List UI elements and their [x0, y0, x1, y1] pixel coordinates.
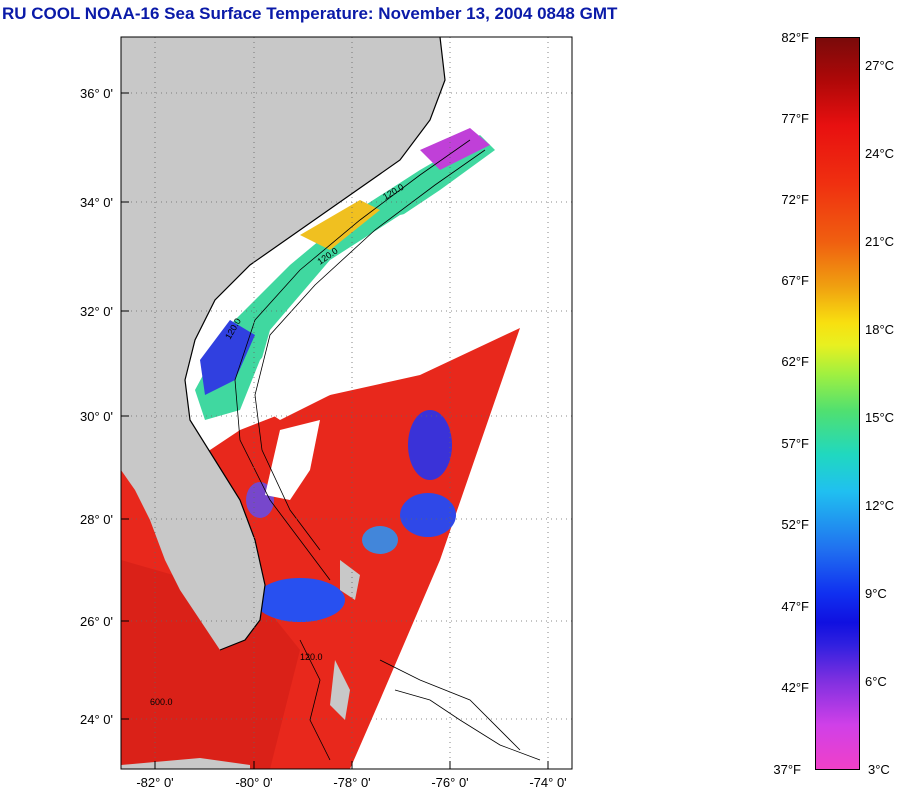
colorbar-f-label: 72°F	[781, 192, 809, 207]
colorbar-f-label: 57°F	[781, 436, 809, 451]
cool-water-patch	[408, 410, 452, 480]
lat-label: 32° 0'	[80, 304, 113, 319]
colorbar-c-label: 18°C	[865, 322, 895, 337]
map-title: RU COOL NOAA-16 Sea Surface Temperature:…	[2, 4, 618, 23]
lat-label: 36° 0'	[80, 86, 113, 101]
colorbar-f-label: 52°F	[781, 517, 809, 532]
lon-label: -76° 0'	[431, 775, 468, 790]
colorbar-f-label: 77°F	[781, 111, 809, 126]
colorbar-f-label: 37°F	[773, 762, 801, 777]
lat-label: 26° 0'	[80, 614, 113, 629]
contour-label: 600.0	[150, 697, 173, 707]
colorbar-c-label: 9°C	[865, 586, 887, 601]
contour-label: 120.0	[300, 652, 323, 662]
land-mass	[121, 37, 445, 650]
lat-label: 30° 0'	[80, 409, 113, 424]
depth-contour	[234, 139, 471, 581]
colorbar-f-label: 62°F	[781, 354, 809, 369]
colorbar-f-label: 67°F	[781, 273, 809, 288]
colorbar-c-label: 27°C	[865, 58, 895, 73]
colorbar-c-label: 24°C	[865, 146, 895, 161]
lon-label: -82° 0'	[136, 775, 173, 790]
cloud-cover	[250, 200, 520, 420]
lon-label: -80° 0'	[235, 775, 272, 790]
lon-label: -78° 0'	[333, 775, 370, 790]
colorbar-c-label: 15°C	[865, 410, 895, 425]
colorbar-f-label: 47°F	[781, 599, 809, 614]
colorbar-c-label: 21°C	[865, 234, 895, 249]
lat-label: 28° 0'	[80, 512, 113, 527]
lat-label: 34° 0'	[80, 195, 113, 210]
colorbar-c-label: 3°C	[868, 762, 890, 777]
colorbar-f-label: 82°F	[781, 30, 809, 45]
colorbar-f-label: 42°F	[781, 680, 809, 695]
colorbar-c-label: 6°C	[865, 674, 887, 689]
colorbar-c-label: 12°C	[865, 498, 895, 513]
lon-label: -74° 0'	[529, 775, 566, 790]
lat-label: 24° 0'	[80, 712, 113, 727]
grid-lines	[121, 37, 572, 769]
temperature-colorbar	[815, 37, 860, 770]
